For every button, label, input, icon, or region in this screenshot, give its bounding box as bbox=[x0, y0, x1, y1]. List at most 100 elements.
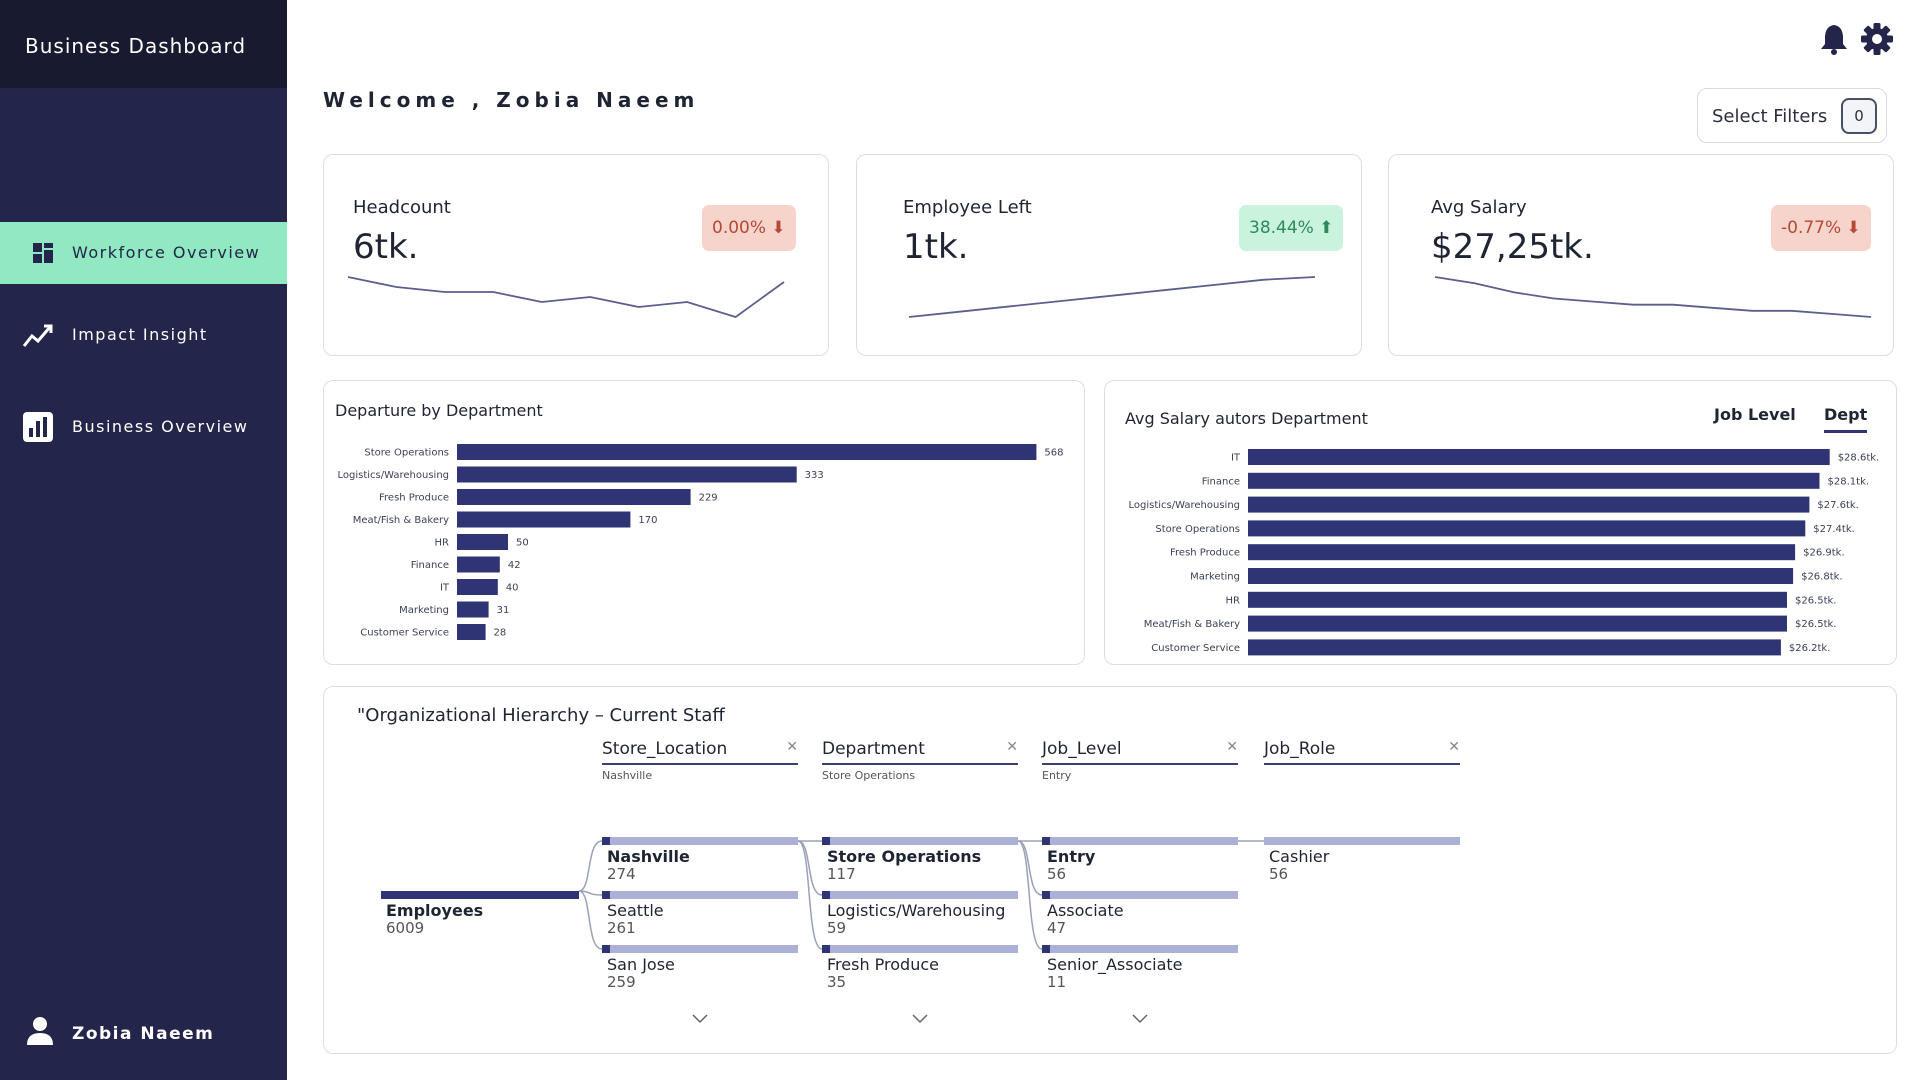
data-label: 42 bbox=[508, 560, 521, 571]
bar bbox=[1248, 472, 1820, 489]
bar-chart-icon bbox=[23, 412, 53, 442]
tab-dept[interactable]: Dept bbox=[1824, 405, 1868, 433]
panel-title: Departure by Department bbox=[335, 401, 543, 420]
dashboard-grid-icon bbox=[33, 243, 53, 263]
node-marker bbox=[1042, 891, 1050, 899]
bar bbox=[1248, 496, 1810, 513]
chevron-down-icon[interactable] bbox=[910, 1012, 930, 1026]
kpi-value: $27,25tk. bbox=[1431, 227, 1594, 267]
node-marker bbox=[602, 891, 610, 899]
category-label: Marketing bbox=[1190, 572, 1240, 583]
data-label: $26.5tk. bbox=[1795, 595, 1837, 606]
remove-column-icon[interactable]: ✕ bbox=[1448, 739, 1460, 755]
node-value: 274 bbox=[607, 865, 636, 883]
data-label: $27.4tk. bbox=[1813, 524, 1855, 535]
node-label: Store Operations bbox=[827, 847, 982, 866]
data-label: 40 bbox=[506, 583, 519, 594]
kpi-change-badge: 38.44% ⬆ bbox=[1239, 205, 1344, 251]
category-label: HR bbox=[1226, 595, 1241, 606]
chevron-down-icon[interactable] bbox=[690, 1012, 710, 1026]
node-value: 261 bbox=[607, 919, 636, 937]
sidebar: Business Dashboard Workforce Overview Im… bbox=[0, 0, 287, 1080]
sidebar-item-label: Workforce Overview bbox=[72, 243, 261, 262]
bar bbox=[457, 601, 489, 618]
user-name: Zobia Naeem bbox=[72, 1024, 215, 1044]
node-marker bbox=[1042, 945, 1050, 953]
node-bar bbox=[822, 891, 1018, 899]
sidebar-item-impact-insight[interactable]: Impact Insight bbox=[0, 304, 287, 366]
node-marker bbox=[822, 837, 830, 845]
category-label: Fresh Produce bbox=[1170, 548, 1240, 559]
panel-title: "Organizational Hierarchy – Current Staf… bbox=[357, 705, 725, 726]
kpi-change-badge: -0.77% ⬇ bbox=[1771, 205, 1871, 251]
remove-column-icon[interactable]: ✕ bbox=[786, 739, 798, 755]
departure-by-department-panel: Departure by Department Store Operations… bbox=[323, 380, 1085, 665]
column-selected-value: Nashville bbox=[602, 769, 653, 782]
category-label: Meat/Fish & Bakery bbox=[1144, 619, 1240, 630]
user-profile[interactable]: Zobia Naeem bbox=[0, 1010, 287, 1060]
sidebar-item-label: Impact Insight bbox=[72, 325, 208, 344]
bell-icon[interactable] bbox=[1817, 22, 1851, 56]
bar bbox=[1248, 591, 1787, 608]
bar bbox=[457, 534, 508, 550]
node-bar bbox=[1042, 837, 1238, 845]
data-label: 31 bbox=[497, 605, 510, 616]
avg-salary-department-panel: Avg Salary autors Department Job Level D… bbox=[1104, 380, 1897, 665]
category-label: Customer Service bbox=[1151, 643, 1240, 654]
category-label: Store Operations bbox=[1155, 524, 1240, 535]
category-label: Marketing bbox=[399, 605, 449, 616]
node-label: Nashville bbox=[607, 847, 690, 866]
avg-salary-sparkline bbox=[1434, 276, 1872, 318]
data-label: 568 bbox=[1044, 448, 1063, 459]
bar bbox=[1248, 568, 1794, 584]
hierarchy-column-job-level[interactable]: Job_Level ✕ Entry bbox=[1042, 739, 1238, 782]
bar bbox=[1248, 520, 1806, 537]
tab-job-level[interactable]: Job Level bbox=[1714, 405, 1796, 424]
node-label: Logistics/Warehousing bbox=[827, 901, 1006, 920]
column-name: Job_Level bbox=[1042, 739, 1238, 765]
hierarchy-column-department[interactable]: Department ✕ Store Operations bbox=[822, 739, 1018, 782]
chevron-down-icon[interactable] bbox=[1130, 1012, 1150, 1026]
remove-column-icon[interactable]: ✕ bbox=[1226, 739, 1238, 755]
node-label: Seattle bbox=[607, 901, 664, 920]
remove-column-icon[interactable]: ✕ bbox=[1006, 739, 1018, 755]
kpi-label: Headcount bbox=[353, 197, 451, 218]
column-selected-value: Entry bbox=[1042, 769, 1072, 782]
hierarchy-connectors bbox=[578, 840, 1264, 950]
select-filters-label: Select Filters bbox=[1712, 106, 1828, 127]
trend-line-icon bbox=[22, 324, 53, 347]
data-label: 229 bbox=[699, 493, 718, 504]
node-bar bbox=[602, 945, 798, 953]
bar bbox=[457, 579, 498, 595]
sparkline-path bbox=[908, 276, 1316, 318]
category-label: Logistics/Warehousing bbox=[1128, 500, 1240, 511]
category-label: Finance bbox=[411, 560, 449, 571]
departure-bar-chart: Store Operations 568 Logistics/Warehousing… bbox=[337, 444, 1063, 640]
bar bbox=[457, 511, 631, 528]
kpi-value: 1tk. bbox=[903, 227, 969, 267]
user-icon bbox=[27, 1017, 53, 1045]
sidebar-item-workforce-overview[interactable]: Workforce Overview bbox=[0, 222, 287, 284]
sidebar-item-business-overview[interactable]: Business Overview bbox=[0, 396, 287, 458]
node-label: Senior_Associate bbox=[1047, 955, 1183, 974]
kpi-value: 6tk. bbox=[353, 227, 419, 267]
bar bbox=[457, 444, 1037, 460]
kpi-card-avg-salary: Avg Salary $27,25tk. -0.77% ⬇ bbox=[1388, 154, 1894, 356]
category-label: IT bbox=[440, 583, 450, 594]
category-label: Meat/Fish & Bakery bbox=[353, 515, 449, 526]
bar bbox=[457, 556, 500, 573]
hierarchy-column-store-location[interactable]: Store_Location ✕ Nashville bbox=[602, 739, 798, 782]
column-name: Department bbox=[822, 739, 1018, 765]
kpi-label: Avg Salary bbox=[1431, 197, 1527, 218]
employee-left-sparkline bbox=[908, 276, 1316, 318]
data-label: $26.5tk. bbox=[1795, 619, 1837, 630]
category-label: Fresh Produce bbox=[379, 493, 449, 504]
select-filters-button[interactable]: Select Filters 0 bbox=[1697, 88, 1887, 143]
hierarchy-column-job-role[interactable]: Job_Role ✕ bbox=[1264, 739, 1460, 769]
node-label: Employees bbox=[386, 901, 484, 920]
gear-icon[interactable] bbox=[1860, 22, 1894, 56]
node-value: 59 bbox=[827, 919, 847, 937]
data-label: 28 bbox=[494, 628, 507, 639]
node-bar bbox=[1042, 891, 1238, 899]
